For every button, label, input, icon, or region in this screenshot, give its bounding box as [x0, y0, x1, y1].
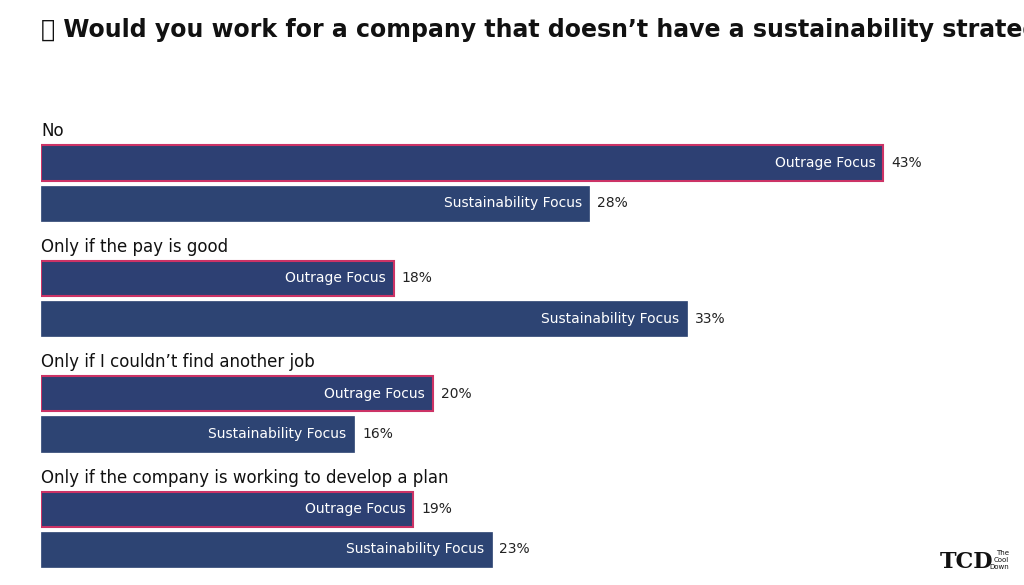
Text: Outrage Focus: Outrage Focus	[775, 156, 876, 170]
Text: Outrage Focus: Outrage Focus	[285, 271, 386, 285]
Text: 🧱 Would you work for a company that doesn’t have a sustainability strategy?: 🧱 Would you work for a company that does…	[41, 18, 1024, 42]
Bar	[41, 261, 393, 296]
Text: 43%: 43%	[891, 156, 922, 170]
Text: TCD: TCD	[940, 551, 993, 573]
Text: Only if I couldn’t find another job: Only if I couldn’t find another job	[41, 353, 314, 371]
Bar	[41, 492, 413, 527]
Bar	[41, 146, 884, 181]
Text: Outrage Focus: Outrage Focus	[304, 503, 406, 517]
Text: Sustainability Focus: Sustainability Focus	[443, 196, 582, 210]
Text: 33%: 33%	[695, 312, 726, 326]
Text: Only if the pay is good: Only if the pay is good	[41, 238, 228, 256]
Bar	[41, 376, 433, 411]
Text: 23%: 23%	[500, 542, 530, 556]
Text: 16%: 16%	[362, 427, 393, 441]
Bar	[41, 532, 492, 567]
Text: Sustainability Focus: Sustainability Focus	[209, 427, 346, 441]
Text: The
Cool
Down: The Cool Down	[989, 550, 1009, 570]
Bar	[41, 301, 687, 336]
Text: No: No	[41, 122, 63, 140]
Text: Outrage Focus: Outrage Focus	[325, 387, 425, 401]
Text: Sustainability Focus: Sustainability Focus	[345, 542, 483, 556]
Text: 18%: 18%	[401, 271, 432, 285]
Text: Sustainability Focus: Sustainability Focus	[542, 312, 680, 326]
Bar	[41, 417, 354, 452]
Text: 20%: 20%	[440, 387, 471, 401]
Text: 28%: 28%	[597, 196, 628, 210]
Text: 19%: 19%	[421, 503, 452, 517]
Bar	[41, 185, 590, 221]
Text: Only if the company is working to develop a plan: Only if the company is working to develo…	[41, 469, 449, 487]
